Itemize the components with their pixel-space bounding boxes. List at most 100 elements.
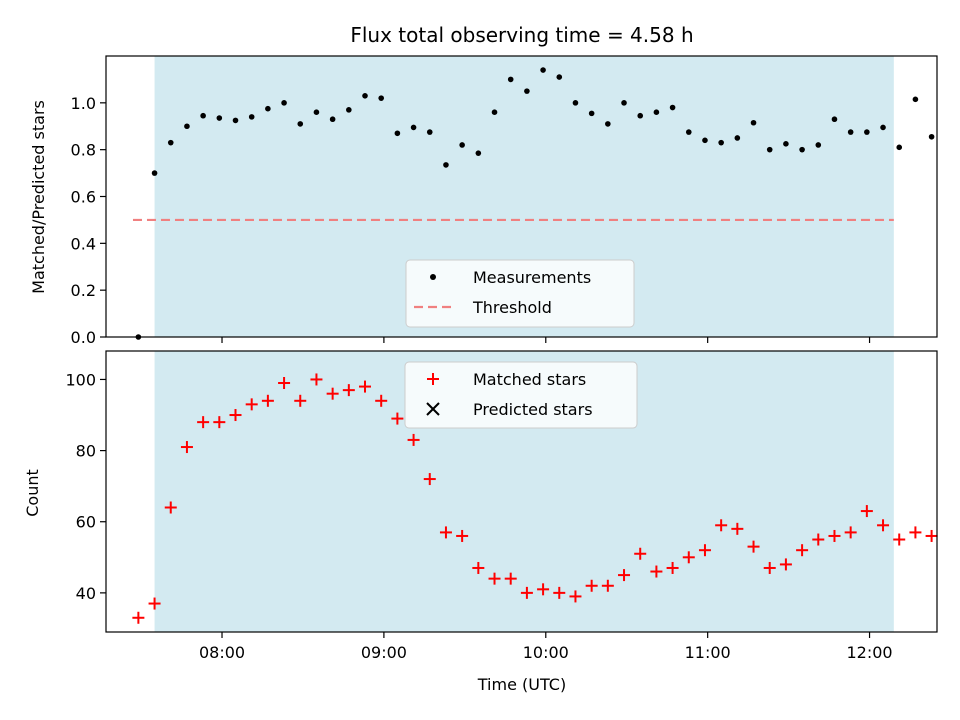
matched-star-point [569,590,582,603]
legend-predicted-label: Predicted stars [473,400,593,419]
matched-star-point [844,526,857,539]
matched-star-point [261,394,274,407]
measurement-point [896,144,903,151]
bottom-axes: 40 60 80 100 08:00 09:00 10:00 11:00 12:00 Coun… [23,350,938,694]
chart-title: Flux total observing time = 4.58 h [350,23,693,47]
matched-star-points [132,373,938,624]
measurement-point [475,150,482,156]
measurement-point [750,119,757,126]
measurement-point [394,130,401,137]
matched-star-point [245,398,258,411]
matched-star-point [763,561,776,574]
matched-star-point [456,529,469,542]
top-y-tick-label: 0.8 [71,141,96,160]
matched-star-point [197,416,210,429]
measurement-point [928,133,935,140]
measurement-point [864,129,870,135]
matched-star-point [698,544,711,557]
legend-threshold-label: Threshold [472,298,552,317]
measurement-point [329,116,336,123]
matched-star-point [148,597,161,610]
measurement-points [135,67,935,340]
bottom-x-ticks: 08:00 09:00 10:00 11:00 12:00 [199,632,893,662]
measurement-point [847,129,854,135]
bottom-legend: Matched stars Predicted stars [404,361,638,429]
top-y-tick-label: 0.2 [71,281,96,300]
measurement-point [669,104,676,111]
matched-star-point [634,547,647,560]
matched-star-point [860,505,873,518]
measurement-point [151,170,158,176]
measurement-point [297,121,304,127]
measurement-point [426,129,433,135]
x-tick-label: 09:00 [361,643,407,662]
measurement-point [265,105,271,112]
bottom-y-axis-label: Count [23,469,42,517]
matched-star-point [439,526,452,539]
measurement-point [167,139,174,146]
bottom-legend-box [404,361,638,429]
matched-star-point [342,384,355,397]
top-y-tick-label: 0.0 [71,328,96,347]
legend-measurements-marker [430,274,436,280]
matched-star-point [812,533,825,546]
matched-star-point [553,586,566,599]
matched-star-point [164,501,177,514]
matched-star-point [779,558,792,571]
matched-star-point [537,583,550,596]
matched-star-point [488,572,501,585]
matched-star-point [229,409,242,422]
matched-star-point [132,611,145,624]
top-y-tick-label: 1.0 [71,94,96,113]
x-tick-label: 12:00 [846,643,892,662]
legend-measurements-label: Measurements [473,268,591,287]
measurement-point [605,121,611,127]
matched-star-point [472,561,485,574]
top-legend-box [405,259,635,328]
measurement-point [540,67,546,73]
matched-star-point [893,533,906,546]
measurement-point [346,107,352,113]
measurement-point [831,116,838,123]
top-y-ticks: 0.0 0.2 0.4 0.6 0.8 1.0 [71,94,106,347]
matched-star-point [909,526,922,539]
matched-star-point [747,540,760,553]
matched-star-point [213,416,226,429]
measurement-point [734,135,741,141]
measurement-point [410,124,417,131]
measurement-point [524,88,530,94]
measurement-point [232,117,239,124]
measurement-point [248,114,255,120]
bottom-y-tick-label: 80 [76,442,96,461]
bottom-y-ticks: 40 60 80 100 [65,370,106,603]
matched-star-point [618,569,631,582]
measurement-point [653,109,660,115]
bottom-axes-frame [105,350,938,633]
measurement-point [362,93,368,99]
top-y-axis-label: Matched/Predicted stars [29,100,48,294]
x-tick-label: 10:00 [523,643,569,662]
matched-star-point [828,529,841,542]
matched-star-point [407,433,420,446]
matched-star-point [585,579,598,592]
matched-star-point [391,412,404,425]
bottom-y-tick-label: 100 [65,370,96,389]
bottom-y-tick-label: 60 [76,513,96,532]
measurement-point [572,100,579,106]
measurement-point [718,139,724,146]
top-axes: 0.0 0.2 0.4 0.6 0.8 1.0 Matched/Predicted sta… [29,55,938,347]
legend-predicted-marker [426,402,440,416]
matched-star-point [731,522,744,535]
legend-matched-label: Matched stars [473,370,586,389]
measurement-point [637,112,644,119]
matched-star-point [326,387,339,400]
top-legend: Measurements Threshold [405,259,635,328]
matched-star-point [682,551,695,564]
measurement-point [685,129,692,135]
measurement-point [216,115,223,121]
matched-star-point [601,579,614,592]
measurement-point [912,96,919,103]
top-y-tick-label: 0.6 [71,188,96,207]
measurement-point [621,100,627,106]
matched-star-point [180,441,193,454]
